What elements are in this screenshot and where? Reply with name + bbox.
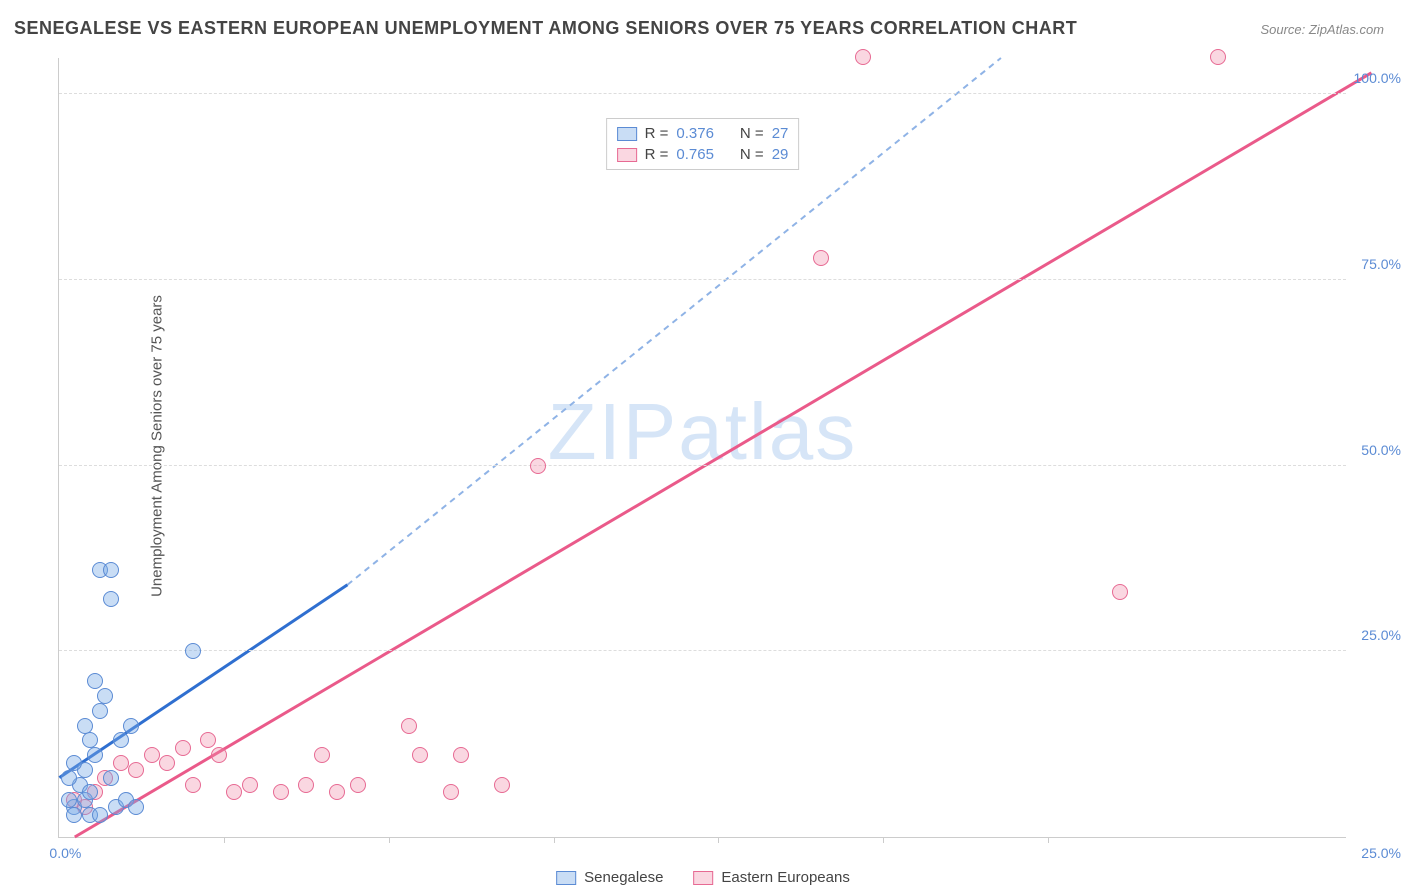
scatter-point-senegalese xyxy=(61,770,77,786)
scatter-point-eastern-european xyxy=(200,732,216,748)
scatter-point-senegalese xyxy=(66,807,82,823)
scatter-point-eastern-european xyxy=(329,784,345,800)
scatter-point-eastern-european xyxy=(530,458,546,474)
x-axis-zero-label: 0.0% xyxy=(49,845,81,861)
x-tick-mark xyxy=(883,837,884,843)
scatter-point-senegalese xyxy=(92,703,108,719)
x-tick-mark xyxy=(224,837,225,843)
legend-item: Senegalese xyxy=(556,869,663,886)
gridline-h xyxy=(59,465,1346,466)
scatter-point-eastern-european xyxy=(1210,49,1226,65)
corr-legend-row: R = 0.765 N = 29 xyxy=(617,144,789,165)
scatter-point-senegalese xyxy=(82,732,98,748)
scatter-point-senegalese xyxy=(103,591,119,607)
scatter-point-eastern-european xyxy=(185,777,201,793)
legend-swatch-icon xyxy=(617,148,637,162)
legend-item: Eastern Europeans xyxy=(693,869,849,886)
scatter-point-eastern-european xyxy=(144,747,160,763)
scatter-point-eastern-european xyxy=(159,755,175,771)
n-label: N = xyxy=(740,125,764,142)
scatter-point-senegalese xyxy=(87,747,103,763)
r-label: R = xyxy=(645,125,669,142)
scatter-point-senegalese xyxy=(82,784,98,800)
y-tick-label: 100.0% xyxy=(1354,70,1401,86)
source-attribution: Source: ZipAtlas.com xyxy=(1260,22,1384,37)
scatter-point-eastern-european xyxy=(443,784,459,800)
scatter-point-senegalese xyxy=(103,770,119,786)
x-tick-mark xyxy=(1048,837,1049,843)
scatter-point-eastern-european xyxy=(453,747,469,763)
scatter-point-eastern-european xyxy=(211,747,227,763)
scatter-point-senegalese xyxy=(185,643,201,659)
r-label: R = xyxy=(645,146,669,163)
scatter-point-senegalese xyxy=(77,718,93,734)
scatter-point-eastern-european xyxy=(855,49,871,65)
y-tick-label: 75.0% xyxy=(1361,256,1401,272)
y-tick-label: 25.0% xyxy=(1361,627,1401,643)
scatter-point-eastern-european xyxy=(314,747,330,763)
gridline-h xyxy=(59,279,1346,280)
corr-legend-row: R = 0.376 N = 27 xyxy=(617,123,789,144)
trend-lines-svg xyxy=(59,58,1346,837)
scatter-point-eastern-european xyxy=(412,747,428,763)
scatter-point-eastern-european xyxy=(242,777,258,793)
scatter-point-eastern-european xyxy=(298,777,314,793)
r-value: 0.376 xyxy=(676,125,714,142)
r-value: 0.765 xyxy=(676,146,714,163)
correlation-legend: R = 0.376 N = 27 R = 0.765 N = 29 xyxy=(606,118,800,170)
scatter-point-eastern-european xyxy=(175,740,191,756)
x-axis-end-label: 25.0% xyxy=(1361,845,1401,861)
gridline-h xyxy=(59,93,1346,94)
legend-swatch-icon xyxy=(617,127,637,141)
n-label: N = xyxy=(740,146,764,163)
legend-label: Senegalese xyxy=(584,869,663,886)
scatter-point-eastern-european xyxy=(226,784,242,800)
scatter-point-senegalese xyxy=(97,688,113,704)
plot-area: ZIPatlas R =0.376N =27R =0.765N =29 0.0%… xyxy=(58,58,1346,838)
scatter-point-eastern-european xyxy=(273,784,289,800)
legend-swatch-icon xyxy=(693,871,713,885)
scatter-point-eastern-european xyxy=(113,755,129,771)
chart-title: SENEGALESE VS EASTERN EUROPEAN UNEMPLOYM… xyxy=(14,18,1077,39)
scatter-point-eastern-european xyxy=(128,762,144,778)
scatter-point-senegalese xyxy=(128,799,144,815)
scatter-point-senegalese xyxy=(87,673,103,689)
scatter-point-eastern-european xyxy=(813,250,829,266)
scatter-point-senegalese xyxy=(61,792,77,808)
scatter-point-eastern-european xyxy=(350,777,366,793)
n-value: 29 xyxy=(772,146,789,163)
scatter-point-eastern-european xyxy=(401,718,417,734)
y-tick-label: 50.0% xyxy=(1361,442,1401,458)
scatter-point-senegalese xyxy=(66,755,82,771)
x-tick-mark xyxy=(554,837,555,843)
scatter-point-senegalese xyxy=(113,732,129,748)
scatter-point-senegalese xyxy=(92,807,108,823)
scatter-point-senegalese xyxy=(103,562,119,578)
series-legend: Senegalese Eastern Europeans xyxy=(556,869,850,886)
legend-swatch-icon xyxy=(556,871,576,885)
scatter-point-eastern-european xyxy=(1112,584,1128,600)
legend-label: Eastern Europeans xyxy=(721,869,849,886)
scatter-point-eastern-european xyxy=(494,777,510,793)
gridline-h xyxy=(59,650,1346,651)
scatter-point-senegalese xyxy=(123,718,139,734)
n-value: 27 xyxy=(772,125,789,142)
x-tick-mark xyxy=(718,837,719,843)
x-tick-mark xyxy=(389,837,390,843)
